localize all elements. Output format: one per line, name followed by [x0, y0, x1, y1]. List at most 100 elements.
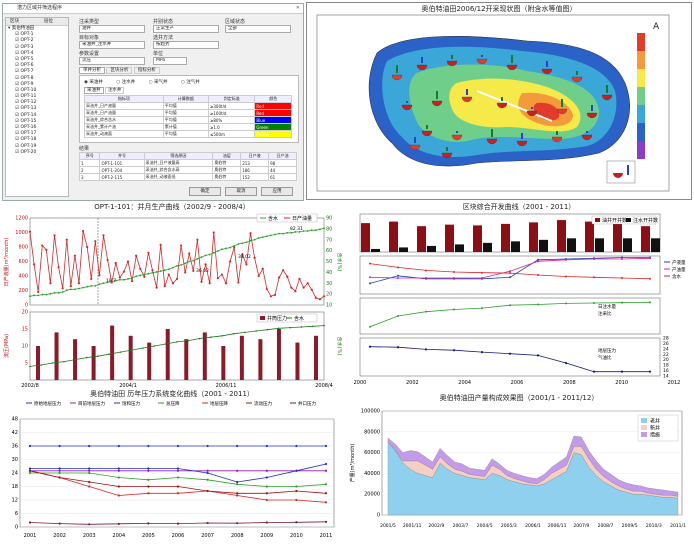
tree-item[interactable]: ☑ OPT-17: [15, 131, 37, 137]
x-tick-label: 2007/9: [573, 523, 589, 529]
series-watercut-line-point: [323, 227, 325, 230]
series-watercut-line-point: [108, 353, 110, 355]
tree-item[interactable]: ☑ OPT-20: [15, 149, 37, 155]
tree-item[interactable]: ☑ OPT-19: [15, 143, 37, 149]
table-row[interactable]: 1 OPT-1-101 采油井_日产液量高 奥伯特 213 98: [78, 159, 297, 167]
tree-item[interactable]: ☑ OPT-1: [15, 32, 34, 38]
y-tick-label: 15: [22, 327, 28, 333]
well-pie: [526, 110, 538, 117]
tree-item[interactable]: ☑ OPT-11: [15, 94, 37, 100]
series-饱和压力-point: [206, 471, 209, 475]
legend-label: 总压降: [166, 400, 180, 407]
well-tree[interactable]: 区块 层位 ▾ 奥伯特油田 ☑ OPT-1 ☑ OPT-2 ☑ OPT-3 ☑ OPT-…: [5, 17, 69, 197]
well-type-select[interactable]: 油井: [79, 25, 145, 33]
series-oil-line-point: [86, 245, 89, 249]
well-cond-select[interactable]: 正常生产: [153, 25, 219, 33]
tree-item[interactable]: ☑ OPT-13: [15, 106, 37, 112]
radio-water[interactable]: ○ 注水井: [116, 80, 136, 85]
table-cell: 采油井_日产油量: [84, 109, 164, 117]
table-row[interactable]: 采油井_日产液量 平均值 ≥300t/d Red: [84, 102, 292, 110]
table-row[interactable]: 采油井_动液面 平均值 ≤500m Yellow: [84, 130, 292, 138]
well-production-chart: 0 200 400 600 800 1000 1200 10 20 30 40 50 60 70 80 90 日…: [3, 213, 342, 388]
legend-swatch: [595, 218, 600, 222]
pressure-bar: [91, 346, 96, 380]
table-header-cell: 计算数据: [162, 95, 210, 103]
tab-single[interactable]: 单井分析: [79, 67, 105, 74]
tab-block[interactable]: 区块分析: [106, 67, 133, 74]
x-tick-label: 2008/7: [598, 523, 614, 529]
filter-dialog: 潜力区域井筛选程序 ✕ 区块 层位 ▾ 奥伯特油田 ☑ OPT-1 ☑ OPT-2 ☑…: [2, 3, 304, 201]
tree-item[interactable]: ☑ OPT-9: [15, 81, 34, 87]
area-措施: [387, 435, 679, 497]
tree-item[interactable]: ☑ OPT-3: [15, 44, 34, 50]
apply-button[interactable]: 应用: [261, 187, 293, 196]
table-cell: 采油井_动液面低: [143, 173, 214, 181]
series-watercut-line-point: [90, 284, 93, 287]
target-select[interactable]: 采油井_注水井: [79, 41, 145, 49]
series-formation-pressure-point: [452, 349, 456, 352]
tree-item[interactable]: ☑ OPT-16: [15, 125, 37, 130]
subtab-oil[interactable]: 采油井: [84, 87, 104, 94]
unit-field[interactable]: MPa: [153, 57, 187, 65]
well-pie: [451, 134, 463, 141]
y-tick-label: 60000: [364, 450, 380, 456]
y-tick-label-right: 40: [326, 270, 332, 276]
tab-index[interactable]: 指标分析: [133, 67, 160, 74]
tree-item[interactable]: ☑ OPT-18: [15, 137, 37, 143]
tree-item[interactable]: ☑ OPT-2: [15, 38, 34, 44]
close-icon[interactable]: ✕: [295, 5, 300, 11]
tree-item[interactable]: ☑ OPT-15: [15, 118, 37, 124]
radio-oil[interactable]: ◉ 采油井: [84, 80, 103, 85]
well-bar: [561, 99, 563, 107]
tree-root[interactable]: ▾ 奥伯特油田: [8, 26, 35, 31]
tree-item[interactable]: ☑ OPT-6: [15, 63, 34, 69]
well-pie: [409, 144, 421, 151]
series-oil-line-point: [65, 238, 68, 241]
series-watercut-line-point: [29, 295, 31, 298]
tree-item[interactable]: ☑ OPT-14: [15, 112, 37, 118]
pressure-title: 奥伯特油田 历年压力系统变化曲线（2001 - 2011）: [90, 390, 254, 398]
y-tick-label: 20: [22, 310, 28, 316]
table-row[interactable]: 3 OPT-2-115 采油井_动液面低 奥伯特 152 61: [78, 173, 297, 181]
table-cell: OPT-1-101: [99, 159, 145, 167]
tree-item[interactable]: ☑ OPT-10: [15, 87, 37, 93]
x-tick-label: 2000: [354, 380, 367, 386]
radio-gasprod[interactable]: ○ 采气井: [148, 80, 168, 85]
ok-button[interactable]: 确定: [189, 187, 221, 196]
param-select[interactable]: 流压: [79, 57, 145, 65]
legend-box: [591, 215, 657, 225]
bar-water-wells: [399, 247, 408, 252]
table-row[interactable]: 采油井_累计产油 累计值 ≥1.0 Green: [84, 123, 292, 131]
table-row[interactable]: 2 OPT-1-204 采油井_综合含水高 奥伯特 186 44: [78, 166, 297, 174]
tree-item[interactable]: ☑ OPT-5: [15, 56, 34, 62]
legend-label: 原始地层压力: [34, 400, 61, 407]
table-cell: 213: [240, 159, 270, 167]
series-watercut-line-point: [63, 360, 65, 363]
series-oil-line-point: [286, 275, 289, 278]
tree-item[interactable]: ☑ OPT-12: [15, 100, 37, 106]
tree-item[interactable]: ☑ OPT-8: [15, 75, 34, 81]
bar-oil-wells: [613, 223, 622, 252]
series-流动压力-point: [295, 489, 298, 493]
table-row[interactable]: 采油井_综合含水 平均值 ≥80% Blue: [84, 116, 292, 124]
tree-item[interactable]: ☑ OPT-4: [15, 50, 34, 56]
subtab-water[interactable]: 注水井: [104, 87, 125, 94]
radio-gasinj[interactable]: ○ 注气井: [180, 80, 200, 85]
series-oil-line-point: [175, 277, 179, 280]
series-watercut-line-point: [176, 264, 178, 267]
cancel-button[interactable]: 取消: [225, 187, 257, 196]
series-oil-line-point: [298, 277, 301, 280]
method-select[interactable]: 按趋势: [153, 41, 219, 49]
series-watercut-line-point: [233, 244, 236, 247]
series-oil-line-point: [73, 254, 77, 257]
x-tick-label: 2002: [406, 380, 419, 386]
tree-item[interactable]: ☑ OPT-7: [15, 69, 34, 75]
series-总压降-point: [236, 483, 239, 486]
series-watercut-line-point: [270, 234, 272, 237]
table-cell: 奥伯特: [212, 166, 242, 174]
plot-frame: [29, 217, 325, 306]
region-select[interactable]: 全部: [225, 25, 291, 33]
bar-water-wells: [483, 242, 492, 252]
table-row[interactable]: 采油井_日产油量 平均值 ≥100t/d Red: [84, 109, 292, 117]
series-饱和压力-point: [117, 467, 120, 470]
